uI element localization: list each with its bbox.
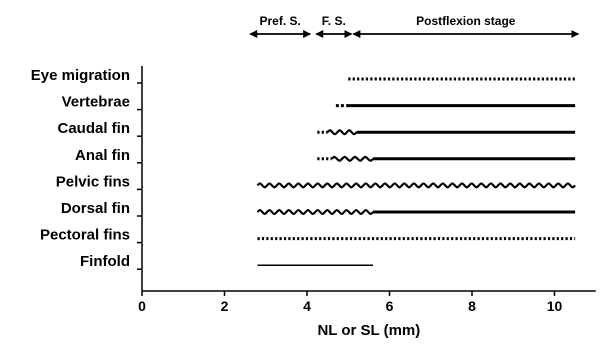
row-pectoral-fins: Pectoral fins bbox=[40, 227, 575, 244]
row-label-dorsal-fin: Dorsal fin bbox=[61, 200, 130, 217]
row-vertebrae: Vertebrae bbox=[62, 94, 576, 111]
row-anal-fin: Anal fin bbox=[75, 147, 575, 164]
row-label-anal-fin: Anal fin bbox=[75, 147, 130, 164]
stage-label-f-s: F. S. bbox=[322, 14, 346, 28]
row-label-pelvic-fins: Pelvic fins bbox=[56, 173, 130, 190]
row-label-pectoral-fins: Pectoral fins bbox=[40, 227, 130, 244]
x-tick-label-6: 6 bbox=[386, 298, 394, 314]
stage-bar: Pref. S. F. S. Postflexion stage bbox=[250, 14, 578, 34]
row-label-caudal-fin: Caudal fin bbox=[57, 120, 130, 137]
x-axis-title: NL or SL (mm) bbox=[317, 322, 420, 339]
x-tick-label-8: 8 bbox=[468, 298, 476, 314]
rows-group: Eye migration Vertebrae Caudal fin Anal fin… bbox=[31, 67, 575, 270]
stage-pref-s: Pref. S. bbox=[250, 14, 310, 34]
stage-label-pref-s: Pref. S. bbox=[260, 14, 301, 28]
segment-pelvic-fins-wavy-0 bbox=[258, 183, 576, 187]
row-finfold: Finfold bbox=[80, 253, 373, 270]
segment-anal-fin-wavy-1 bbox=[332, 157, 373, 161]
row-label-vertebrae: Vertebrae bbox=[62, 94, 130, 111]
row-caudal-fin: Caudal fin bbox=[57, 120, 575, 137]
stage-label-postflexion-stage: Postflexion stage bbox=[416, 14, 516, 28]
stage-f-s: F. S. bbox=[316, 14, 351, 34]
segment-dorsal-fin-wavy-0 bbox=[258, 210, 374, 214]
stage-postflexion-stage: Postflexion stage bbox=[353, 14, 578, 34]
row-label-eye-migration: Eye migration bbox=[31, 67, 130, 84]
x-tick-label-4: 4 bbox=[303, 298, 311, 314]
row-pelvic-fins: Pelvic fins bbox=[56, 173, 575, 190]
x-tick-label-0: 0 bbox=[138, 298, 146, 314]
x-tick-label-2: 2 bbox=[221, 298, 229, 314]
row-eye-migration: Eye migration bbox=[31, 67, 575, 84]
x-tick-label-10: 10 bbox=[547, 298, 563, 314]
segment-caudal-fin-wavy-1 bbox=[328, 130, 357, 134]
row-label-finfold: Finfold bbox=[80, 253, 130, 270]
row-dorsal-fin: Dorsal fin bbox=[61, 200, 575, 217]
